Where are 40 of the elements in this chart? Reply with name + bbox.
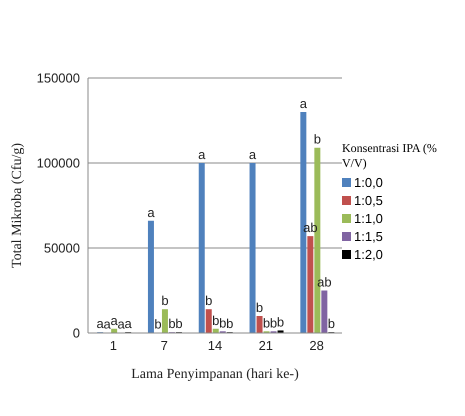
x-tick-label: 1 <box>110 338 118 354</box>
data-label: a <box>104 316 112 332</box>
legend-label: 1:0,5 <box>353 193 384 208</box>
data-label: b <box>262 315 270 330</box>
data-label: b <box>256 300 264 315</box>
data-label: a <box>118 316 126 332</box>
data-label: b <box>205 293 212 308</box>
data-label: a <box>96 316 105 332</box>
data-label: b <box>161 293 169 308</box>
y-tick-label: 50000 <box>44 240 80 256</box>
legend-title: Konsentrasi IPA (% V/V) <box>342 141 438 171</box>
x-tick-label: 21 <box>258 338 274 354</box>
data-label: a <box>147 204 156 220</box>
data-label: b <box>314 132 321 147</box>
x-tick-label: 28 <box>309 338 324 354</box>
data-label: b <box>328 316 335 332</box>
y-tick-label: 100000 <box>36 156 80 171</box>
data-label: b <box>226 316 234 332</box>
legend-label: 1:0,0 <box>353 175 384 190</box>
data-label: b <box>270 315 278 330</box>
y-axis-title: Total Mikroba (Cfu/g) <box>10 142 25 268</box>
data-label: a <box>300 96 308 111</box>
data-label: b <box>212 312 220 328</box>
x-tick-label: 7 <box>160 338 168 354</box>
legend-label: 1:1,0 <box>353 211 384 226</box>
data-label: a <box>248 147 257 162</box>
data-label: b <box>175 316 183 332</box>
data-label: a <box>110 312 119 328</box>
y-tick-label: 150000 <box>36 70 80 86</box>
legend-label: 1:1,5 <box>353 229 384 244</box>
y-tick-label: 0 <box>72 326 80 341</box>
data-label: a <box>198 147 206 162</box>
data-label: b <box>168 316 176 332</box>
data-label: b <box>154 316 162 332</box>
x-tick-label: 14 <box>208 338 222 354</box>
data-label: a <box>124 316 133 332</box>
data-label: b <box>276 314 284 330</box>
legend-label: 1:2,0 <box>353 247 384 262</box>
data-label: b <box>219 315 226 330</box>
x-axis-title: Lama Penyimpanan (hari ke-) <box>131 367 300 382</box>
